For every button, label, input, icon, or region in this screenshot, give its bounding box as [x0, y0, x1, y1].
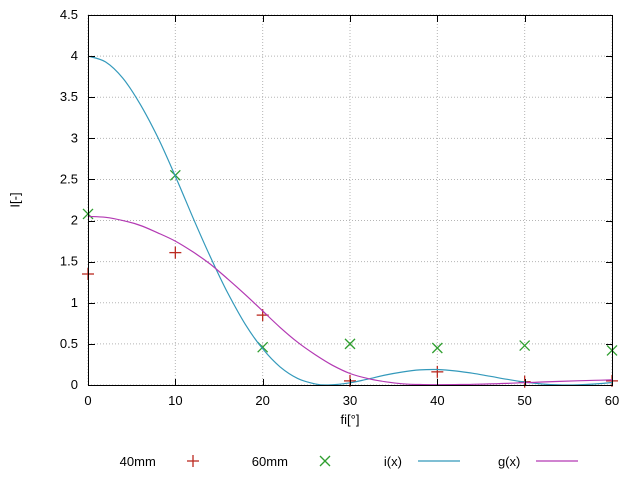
legend-sample-stroke — [319, 455, 331, 467]
legend-item-60mm: 60mm — [252, 453, 348, 469]
legend-sample-gx-line — [536, 460, 579, 462]
y-tick-label: 2.5 — [60, 171, 78, 186]
y-tick-label: 4 — [71, 48, 78, 63]
y-tick-label: 0.5 — [60, 336, 78, 351]
legend-label-40mm: 40mm — [119, 453, 156, 469]
plot-border — [88, 15, 613, 386]
marker-x-60mm — [431, 342, 443, 354]
x-tick-label: 50 — [517, 393, 531, 408]
legend-sample-40mm-marker-icon — [186, 455, 199, 467]
legend-item-40mm: 40mm — [120, 453, 216, 469]
y-tick-label: 3.5 — [60, 89, 78, 104]
marker-x-60mm — [344, 338, 356, 350]
y-tick-label: 4.5 — [60, 7, 78, 22]
legend-sample-ix-line — [417, 460, 460, 462]
y-axis-title: I[-] — [7, 192, 23, 208]
y-tick-label: 1.5 — [60, 254, 78, 269]
curve-ix — [87, 55, 613, 386]
marker-x-60mm — [519, 340, 531, 351]
y-tick-label: 1 — [71, 295, 78, 310]
x-tick-label: 30 — [343, 393, 357, 408]
x-tick-label: 40 — [430, 393, 444, 408]
y-tick-label: 3 — [71, 130, 78, 145]
x-tick-label: 20 — [255, 393, 269, 408]
x-tick-label: 60 — [605, 393, 619, 408]
x-tick-label: 0 — [84, 393, 91, 408]
legend-item-ix: i(x) — [384, 453, 462, 469]
marker-x-60mm — [257, 341, 269, 353]
legend: 40mm 60mm i(x) g(x) — [88, 452, 612, 470]
legend-label-ix: i(x) — [383, 453, 402, 469]
legend-sample-60mm-marker-icon — [319, 455, 331, 467]
legend-label-gx: g(x) — [497, 453, 521, 469]
legend-label-60mm: 60mm — [251, 453, 288, 469]
legend-item-gx: g(x) — [498, 453, 580, 469]
curve-gx — [87, 215, 613, 386]
y-tick-label: 0 — [71, 377, 78, 392]
y-tick-label: 2 — [71, 213, 78, 228]
x-tick-label: 10 — [168, 393, 182, 408]
x-axis-title: fi[°] — [340, 412, 360, 427]
